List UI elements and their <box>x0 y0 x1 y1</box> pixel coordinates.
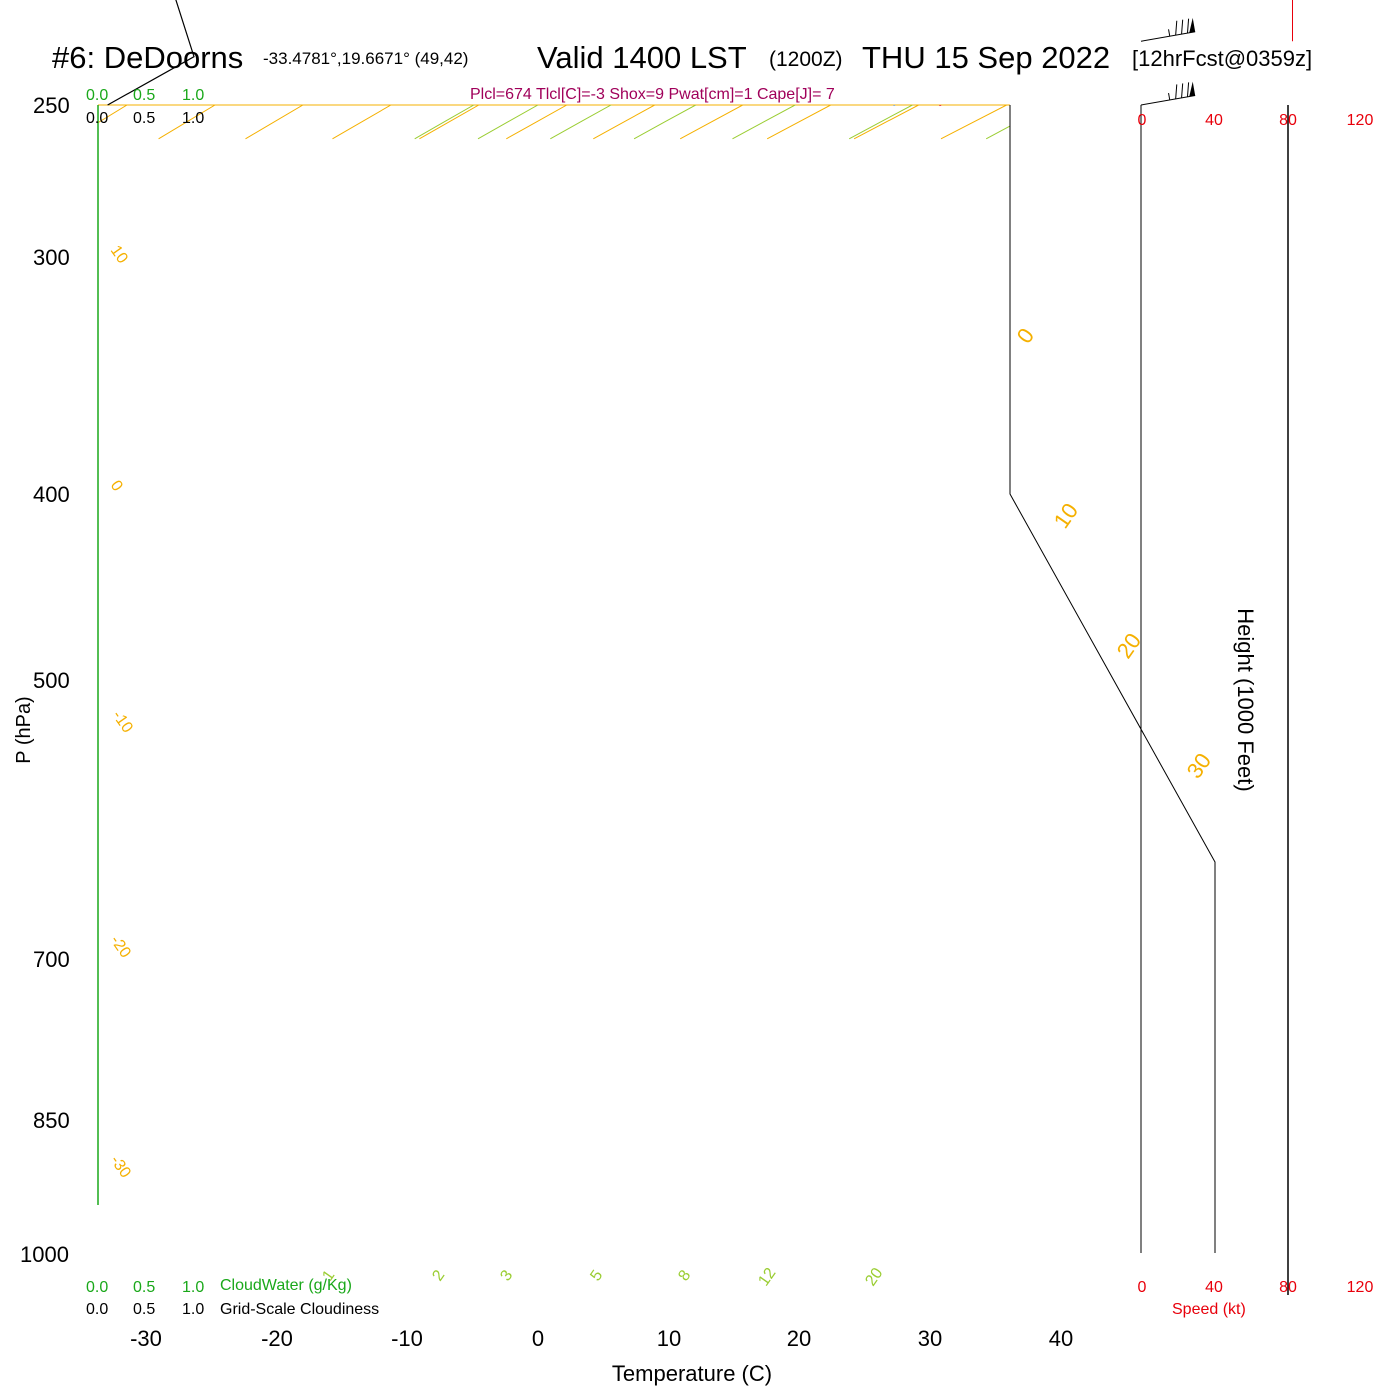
cloud-scale-top-black-1: 0.5 <box>133 110 155 127</box>
cloud-scale-top-green-0: 0.0 <box>86 87 108 104</box>
pressure-tick-300: 300 <box>33 245 70 270</box>
speed-tick-top-120: 120 <box>1347 112 1374 129</box>
cloud-scale-bottom-green-0: 0.0 <box>86 1279 108 1296</box>
valid-time: Valid 1400 LST <box>537 40 747 75</box>
temp-tick-20: 20 <box>787 1326 811 1351</box>
wind-barbs <box>1140 17 1196 106</box>
isobar-lines <box>98 104 1010 106</box>
cloud-scale-bottom: 0.0 0.5 1.0 CloudWater (g/Kg) 0.0 0.5 1.… <box>86 1277 379 1318</box>
temp-tick-m30: -30 <box>130 1326 162 1351</box>
cloud-scale-top: 0.0 0.5 1.0 0.0 0.5 1.0 <box>86 87 204 127</box>
mixing-ratio-label: 5 <box>587 1267 606 1284</box>
cloud-scale-bottom-black-1: 0.5 <box>133 1301 155 1318</box>
station-coords: -33.4781°,19.6671° (49,42) <box>263 49 468 68</box>
temp-tick-0: 0 <box>532 1326 544 1351</box>
speed-scale: 0 40 80 120 0 40 80 120 Speed (kt) <box>1138 112 1374 1318</box>
dry-adiabat-label: -20 <box>107 933 134 962</box>
speed-axis-label: Speed (kt) <box>1172 1301 1246 1318</box>
pressure-axis: 250 300 400 500 700 850 1000 P (hPa) <box>13 93 70 1267</box>
forecast-info: [12hrFcst@0359z] <box>1132 46 1312 71</box>
cloud-scale-top-green-1: 0.5 <box>133 87 155 104</box>
cloudwater-label: CloudWater (g/Kg) <box>220 1277 352 1294</box>
cloud-scale-top-green-2: 1.0 <box>182 87 204 104</box>
pressure-tick-250: 250 <box>33 93 70 118</box>
temp-tick-40: 40 <box>1049 1326 1073 1351</box>
temp-tick-30: 30 <box>918 1326 942 1351</box>
temp-tick-m10: -10 <box>391 1326 423 1351</box>
pressure-axis-label: P (hPa) <box>13 696 35 763</box>
cloud-scale-bottom-green-2: 1.0 <box>182 1279 204 1296</box>
speed-tick-top-0: 0 <box>1138 112 1147 129</box>
temp-tick-m20: -20 <box>261 1326 293 1351</box>
speed-tick-top-40: 40 <box>1205 112 1223 129</box>
dry-adiabat-label: 0 <box>1012 323 1040 347</box>
height-axis-label: Height (1000 Feet) <box>1233 608 1258 791</box>
mixing-ratio-label: 12 <box>755 1265 779 1289</box>
temp-tick-10: 10 <box>657 1326 681 1351</box>
dry-adiabat-label: -10 <box>109 708 136 737</box>
zulu-time: (1200Z) <box>769 48 843 71</box>
dry-adiabat-label: 30 <box>1182 748 1217 782</box>
cloud-scale-top-black-0: 0.0 <box>86 110 108 127</box>
mixing-ratio-label: 2 <box>429 1267 448 1284</box>
plot-boundary <box>1009 105 1216 1253</box>
station-title: #6: DeDoorns <box>52 40 243 75</box>
pressure-tick-850: 850 <box>33 1108 70 1133</box>
pressure-tick-400: 400 <box>33 482 70 507</box>
speed-tick-bottom-80: 80 <box>1279 1279 1297 1296</box>
wind-barb <box>1140 17 1196 42</box>
speed-tick-bottom-0: 0 <box>1138 1279 1147 1296</box>
speed-tick-top-80: 80 <box>1279 112 1297 129</box>
cloudiness-label: Grid-Scale Cloudiness <box>220 1301 379 1318</box>
dry-adiabat-label: 10 <box>1049 498 1084 532</box>
height-axis: Height (1000 Feet) <box>1233 608 1258 791</box>
wind-speed-profile <box>1292 0 1293 42</box>
mixing-ratio-label: 8 <box>675 1267 694 1284</box>
cloud-scale-bottom-black-0: 0.0 <box>86 1301 108 1318</box>
pressure-tick-700: 700 <box>33 947 70 972</box>
mixing-ratio-label: 3 <box>497 1267 516 1284</box>
temperature-axis: -30 -20 -10 0 10 20 30 40 Temperature (C… <box>130 1326 1073 1386</box>
stability-indices: Plcl=674 Tlcl[C]=-3 Shox=9 Pwat[cm]=1 Ca… <box>470 86 835 103</box>
wind-speed-line <box>1292 0 1293 42</box>
valid-date: THU 15 Sep 2022 <box>862 40 1110 75</box>
speed-tick-bottom-120: 120 <box>1347 1279 1374 1296</box>
dry-adiabat-line <box>1376 0 1400 139</box>
dry-adiabat-label: 10 <box>107 243 131 267</box>
mixing-ratio-label: 20 <box>862 1265 886 1289</box>
speed-tick-bottom-40: 40 <box>1205 1279 1223 1296</box>
cloud-scale-bottom-black-2: 1.0 <box>182 1301 204 1318</box>
cloudiness-line <box>107 0 195 106</box>
cloudiness-profile <box>107 0 195 106</box>
pressure-tick-500: 500 <box>33 668 70 693</box>
wind-barb <box>1140 81 1196 106</box>
cloud-scale-bottom-green-1: 0.5 <box>133 1279 155 1296</box>
dry-adiabat-label: 0 <box>107 478 126 495</box>
cloud-scale-top-black-2: 1.0 <box>182 110 204 127</box>
dry-adiabat-label: -30 <box>107 1153 134 1182</box>
pressure-tick-1000: 1000 <box>20 1242 69 1267</box>
temp-axis-label: Temperature (C) <box>612 1361 772 1386</box>
